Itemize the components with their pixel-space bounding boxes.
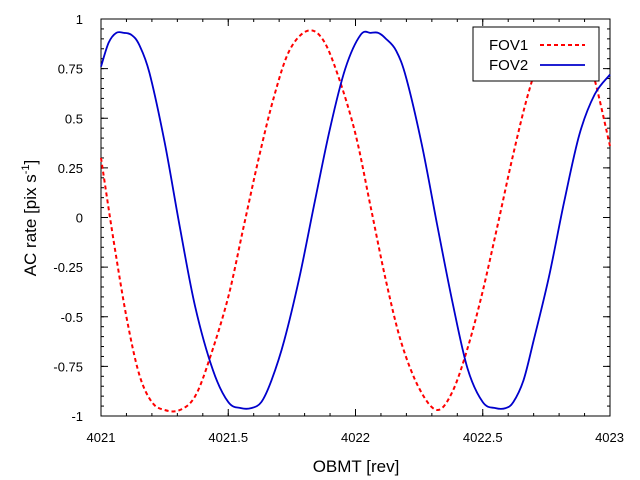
plot-frame (100, 18, 611, 417)
y-tick-label: -1 (71, 409, 83, 424)
y-tick-label: 0 (76, 211, 83, 226)
y-tick-labels: -1 -0.75 -0.5 -0.25 0 0.25 0.5 0.75 1 (53, 12, 83, 424)
y-tick-label: 0.25 (58, 161, 83, 176)
series-lines (100, 26, 611, 413)
legend-label-fov1: FOV1 (489, 37, 528, 54)
y-tick-label: 1 (76, 12, 83, 27)
y-tick-label: -0.75 (53, 359, 83, 374)
x-tick-label: 4021.5 (208, 430, 248, 445)
y-tick-label: -0.5 (61, 310, 83, 325)
x-tick-label: 4022 (341, 430, 370, 445)
legend-label-fov2: FOV2 (489, 57, 528, 74)
plot-area: 4021 4021.5 4022 4022.5 4023 -1 -0.75 -0.5 -0.2… (53, 12, 624, 445)
y-axis-title-close: ] (21, 160, 40, 165)
y-tick-label: 0.75 (58, 62, 83, 77)
x-tick-label: 4021 (87, 430, 116, 445)
y-axis-title: AC rate [pix s-1] (20, 160, 40, 277)
x-tick-label: 4023 (595, 430, 624, 445)
x-tick-labels: 4021 4021.5 4022 4022.5 4023 (87, 430, 624, 445)
y-tick-label: -0.25 (53, 260, 83, 275)
legend-box (472, 26, 600, 82)
y-tick-label: 0.5 (65, 111, 83, 126)
x-tick-label: 4022.5 (463, 430, 503, 445)
series-line-fov2 (100, 30, 611, 410)
x-axis-title: OBMT [rev] (313, 457, 400, 476)
y-axis-title-sup: -1 (20, 164, 32, 174)
legend: FOV1 FOV2 (472, 26, 600, 82)
y-axis-title-main: AC rate [pix s (21, 174, 40, 276)
